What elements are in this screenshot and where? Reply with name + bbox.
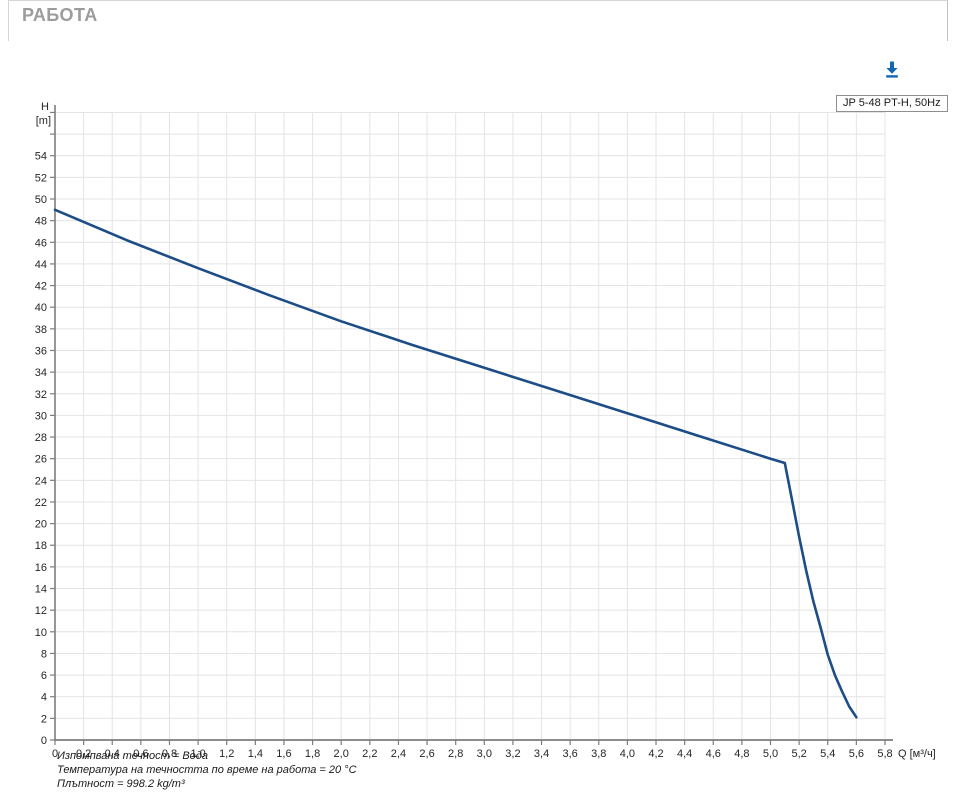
svg-text:48: 48	[35, 216, 47, 228]
svg-text:44: 44	[35, 259, 47, 271]
svg-text:32: 32	[35, 389, 47, 401]
pump-curve	[53, 208, 858, 719]
svg-text:3,6: 3,6	[563, 748, 578, 760]
svg-text:0,6: 0,6	[133, 748, 148, 760]
svg-text:H: H	[41, 101, 49, 113]
svg-text:18: 18	[35, 540, 47, 552]
svg-text:36: 36	[35, 345, 47, 357]
svg-text:4: 4	[41, 692, 47, 704]
svg-text:16: 16	[35, 562, 47, 574]
svg-text:3,2: 3,2	[505, 748, 520, 760]
svg-text:5,4: 5,4	[820, 748, 835, 760]
svg-text:28: 28	[35, 432, 47, 444]
svg-text:1,8: 1,8	[305, 748, 320, 760]
svg-text:12: 12	[35, 605, 47, 617]
chart-footnotes: Изпомпвана течност = Вода Температура на…	[57, 749, 357, 791]
svg-text:0,2: 0,2	[76, 748, 91, 760]
svg-text:3,8: 3,8	[591, 748, 606, 760]
svg-text:0: 0	[41, 735, 47, 747]
svg-text:40: 40	[35, 302, 47, 314]
svg-text:20: 20	[35, 519, 47, 531]
svg-text:2,2: 2,2	[362, 748, 377, 760]
svg-text:52: 52	[35, 172, 47, 184]
svg-text:2,6: 2,6	[419, 748, 434, 760]
svg-text:4,4: 4,4	[677, 748, 692, 760]
svg-text:0: 0	[52, 748, 58, 760]
svg-text:5,8: 5,8	[877, 748, 892, 760]
section-header: РАБОТА	[8, 0, 948, 41]
footnote-pumped-liquid: Изпомпвана течност = Вода	[57, 750, 208, 762]
svg-text:22: 22	[35, 497, 47, 509]
svg-text:[m]: [m]	[36, 115, 51, 127]
svg-text:2,4: 2,4	[391, 748, 406, 760]
download-button[interactable]	[876, 55, 908, 83]
svg-text:2,8: 2,8	[448, 748, 463, 760]
svg-text:8: 8	[41, 648, 47, 660]
svg-text:Q [м³/ч]: Q [м³/ч]	[898, 748, 936, 760]
page-title: РАБОТА	[22, 5, 98, 25]
gridlines	[55, 111, 886, 740]
svg-text:34: 34	[35, 367, 47, 379]
svg-text:6: 6	[41, 670, 47, 682]
axes	[50, 105, 893, 745]
svg-text:3,4: 3,4	[534, 748, 549, 760]
svg-text:3,0: 3,0	[477, 748, 492, 760]
svg-text:30: 30	[35, 410, 47, 422]
legend-box: JP 5-48 PT-H, 50Hz	[836, 95, 948, 112]
svg-text:5,6: 5,6	[849, 748, 864, 760]
svg-text:10: 10	[35, 627, 47, 639]
footnote-liquid-temperature: Температура на течността по време на раб…	[57, 764, 357, 776]
svg-text:1,6: 1,6	[276, 748, 291, 760]
svg-text:1,2: 1,2	[219, 748, 234, 760]
svg-text:38: 38	[35, 324, 47, 336]
svg-text:14: 14	[35, 584, 47, 596]
svg-text:4,2: 4,2	[648, 748, 663, 760]
download-icon	[886, 61, 898, 78]
svg-text:4,0: 4,0	[620, 748, 635, 760]
svg-text:5,0: 5,0	[763, 748, 778, 760]
svg-text:2: 2	[41, 713, 47, 725]
svg-text:4,6: 4,6	[706, 748, 721, 760]
svg-text:54: 54	[35, 151, 47, 163]
svg-text:0,4: 0,4	[105, 748, 120, 760]
svg-text:26: 26	[35, 454, 47, 466]
svg-text:1,0: 1,0	[190, 748, 205, 760]
legend-label: JP 5-48 PT-H, 50Hz	[843, 97, 941, 109]
footnote-density: Плътност = 998.2 kg/m³	[57, 778, 185, 790]
svg-text:50: 50	[35, 194, 47, 206]
svg-text:46: 46	[35, 237, 47, 249]
svg-text:5,2: 5,2	[791, 748, 806, 760]
svg-text:42: 42	[35, 281, 47, 293]
axis-tick-labels: 0 0,2 0,4 0,6 0,8 1,0 1,2 1,4 1,6 1,8 2,0 2,2 2,4 2,6…	[35, 101, 936, 760]
svg-text:0,8: 0,8	[162, 748, 177, 760]
svg-text:24: 24	[35, 475, 47, 487]
svg-text:2,0: 2,0	[334, 748, 349, 760]
svg-text:4,8: 4,8	[734, 748, 749, 760]
svg-text:1,4: 1,4	[248, 748, 263, 760]
